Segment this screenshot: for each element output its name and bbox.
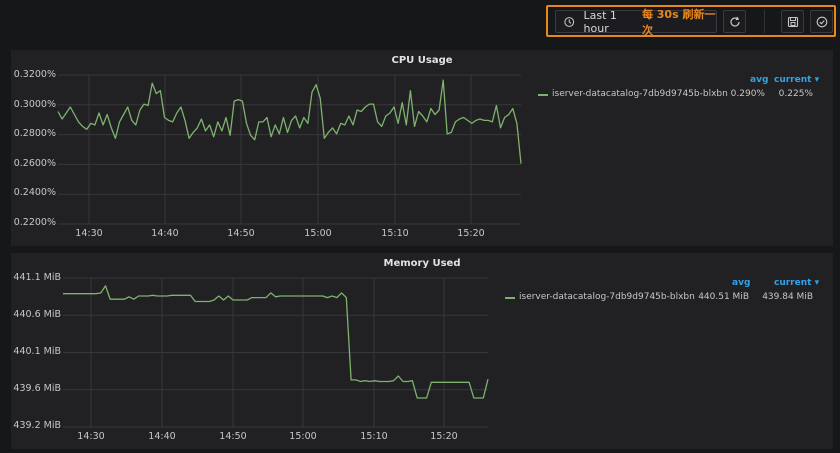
clock-icon (564, 16, 575, 27)
x-tick-label: 15:10 (381, 228, 409, 239)
panel-title: CPU Usage (391, 55, 453, 66)
series-line (57, 79, 522, 164)
y-tick-label: 0.2800% (13, 128, 56, 139)
cpu-usage-graph[interactable] (57, 74, 522, 225)
y-tick-label: 439.2 MiB (13, 420, 61, 431)
save-dashboard-button[interactable] (781, 10, 804, 33)
memory-used-graph[interactable] (63, 277, 489, 428)
y-tick-label: 0.2400% (13, 187, 56, 198)
x-tick-label: 15:20 (457, 228, 485, 239)
settings-button[interactable] (810, 10, 833, 33)
legend-current-header[interactable]: current ▾ (774, 75, 820, 85)
refresh-button[interactable] (723, 10, 746, 33)
x-tick-label: 15:00 (289, 431, 317, 442)
time-controls-toolbar: Last 1 hour 每 30s 刷新一次 (546, 5, 836, 37)
panel-title: Memory Used (383, 258, 461, 269)
legend-current-value: 0.225% (778, 89, 813, 99)
legend-series-swatch (538, 94, 548, 96)
x-tick-label: 14:50 (227, 228, 255, 239)
y-tick-label: 440.1 MiB (13, 346, 61, 357)
legend-avg-value: 440.51 MiB (698, 292, 749, 302)
x-tick-label: 15:20 (430, 431, 458, 442)
y-tick-label: 0.2600% (13, 158, 56, 169)
y-tick-label: 0.2200% (13, 217, 56, 228)
x-tick-label: 15:10 (360, 431, 388, 442)
toolbar-divider (764, 10, 765, 33)
legend-avg-value: 0.290% (730, 89, 765, 99)
memory-used-panel: Memory Used 441.1 MiB 440.6 MiB 440.1 Mi… (11, 253, 833, 449)
y-tick-label: 0.3000% (13, 99, 56, 110)
y-tick-label: 441.1 MiB (13, 272, 61, 283)
x-tick-label: 14:50 (219, 431, 247, 442)
x-tick-label: 15:00 (304, 228, 332, 239)
series-line (63, 285, 489, 399)
x-tick-label: 14:40 (148, 431, 176, 442)
save-icon (787, 16, 798, 27)
legend-avg-header[interactable]: avg (732, 278, 751, 288)
legend-series-name[interactable]: iserver-datacatalog-7db9d9745b-blxbn (552, 89, 728, 99)
x-tick-label: 14:30 (75, 228, 103, 239)
legend-current-header[interactable]: current ▾ (774, 278, 820, 288)
time-range-label: Last 1 hour (583, 8, 617, 35)
cpu-usage-panel: CPU Usage 0.3200% 0.3000% 0.2800% 0.2600… (11, 50, 833, 246)
y-tick-label: 0.3200% (13, 69, 56, 80)
legend-series-name[interactable]: iserver-datacatalog-7db9d9745b-blxbn (519, 292, 695, 302)
legend-series-swatch (505, 297, 515, 299)
refresh-interval-label: 每 30s 刷新一次 (641, 7, 716, 37)
refresh-icon (729, 16, 740, 27)
y-tick-label: 439.6 MiB (13, 383, 61, 394)
x-tick-label: 14:40 (151, 228, 179, 239)
legend-current-value: 439.84 MiB (762, 292, 813, 302)
time-range-picker[interactable]: Last 1 hour 每 30s 刷新一次 (555, 8, 717, 37)
y-tick-label: 440.6 MiB (13, 309, 61, 320)
check-circle-icon (816, 16, 827, 27)
x-tick-label: 14:30 (77, 431, 105, 442)
legend-avg-header[interactable]: avg (750, 75, 769, 85)
